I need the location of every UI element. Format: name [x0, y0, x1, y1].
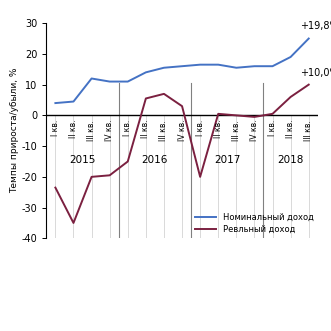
Text: 2015: 2015	[69, 155, 96, 165]
Text: III кв.: III кв.	[304, 120, 313, 141]
Text: IV кв.: IV кв.	[177, 120, 187, 141]
Text: IV кв.: IV кв.	[250, 120, 259, 141]
Text: III кв.: III кв.	[232, 120, 241, 141]
Text: II кв.: II кв.	[214, 120, 223, 138]
Text: I кв.: I кв.	[196, 120, 205, 136]
Text: III кв.: III кв.	[160, 120, 168, 141]
Y-axis label: Темпы прироста/убыли, %: Темпы прироста/убыли, %	[10, 68, 19, 194]
Text: III кв.: III кв.	[87, 120, 96, 141]
Text: 2016: 2016	[142, 155, 168, 165]
Text: 2017: 2017	[214, 155, 241, 165]
Text: IV кв.: IV кв.	[105, 120, 114, 141]
Text: I кв.: I кв.	[268, 120, 277, 136]
Text: I кв.: I кв.	[123, 120, 132, 136]
Text: +19,8%: +19,8%	[300, 21, 331, 31]
Text: +10,0%: +10,0%	[300, 69, 331, 78]
Text: 2018: 2018	[277, 155, 304, 165]
Text: II кв.: II кв.	[286, 120, 295, 138]
Text: II кв.: II кв.	[69, 120, 78, 138]
Text: II кв.: II кв.	[141, 120, 150, 138]
Legend: Номинальный доход, Ревльный доход: Номинальный доход, Ревльный доход	[195, 213, 313, 234]
Text: I кв.: I кв.	[51, 120, 60, 136]
